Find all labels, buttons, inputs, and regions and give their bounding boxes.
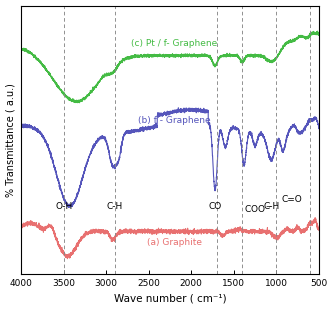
Text: COO$^-$: COO$^-$: [244, 203, 272, 214]
Text: (c) Pt / f- Graphene: (c) Pt / f- Graphene: [131, 40, 217, 49]
Text: C-H: C-H: [107, 202, 123, 211]
Y-axis label: % Transmittance ( a.u.): % Transmittance ( a.u.): [6, 83, 16, 197]
Text: C-H: C-H: [263, 202, 279, 211]
Text: (a) Graphite: (a) Graphite: [147, 238, 202, 247]
X-axis label: Wave number ( cm⁻¹): Wave number ( cm⁻¹): [114, 294, 226, 303]
Text: C=O: C=O: [281, 195, 302, 204]
Text: CO: CO: [208, 202, 222, 211]
Text: (b) f - Graphene: (b) f - Graphene: [138, 116, 210, 125]
Text: O-H: O-H: [55, 202, 72, 211]
